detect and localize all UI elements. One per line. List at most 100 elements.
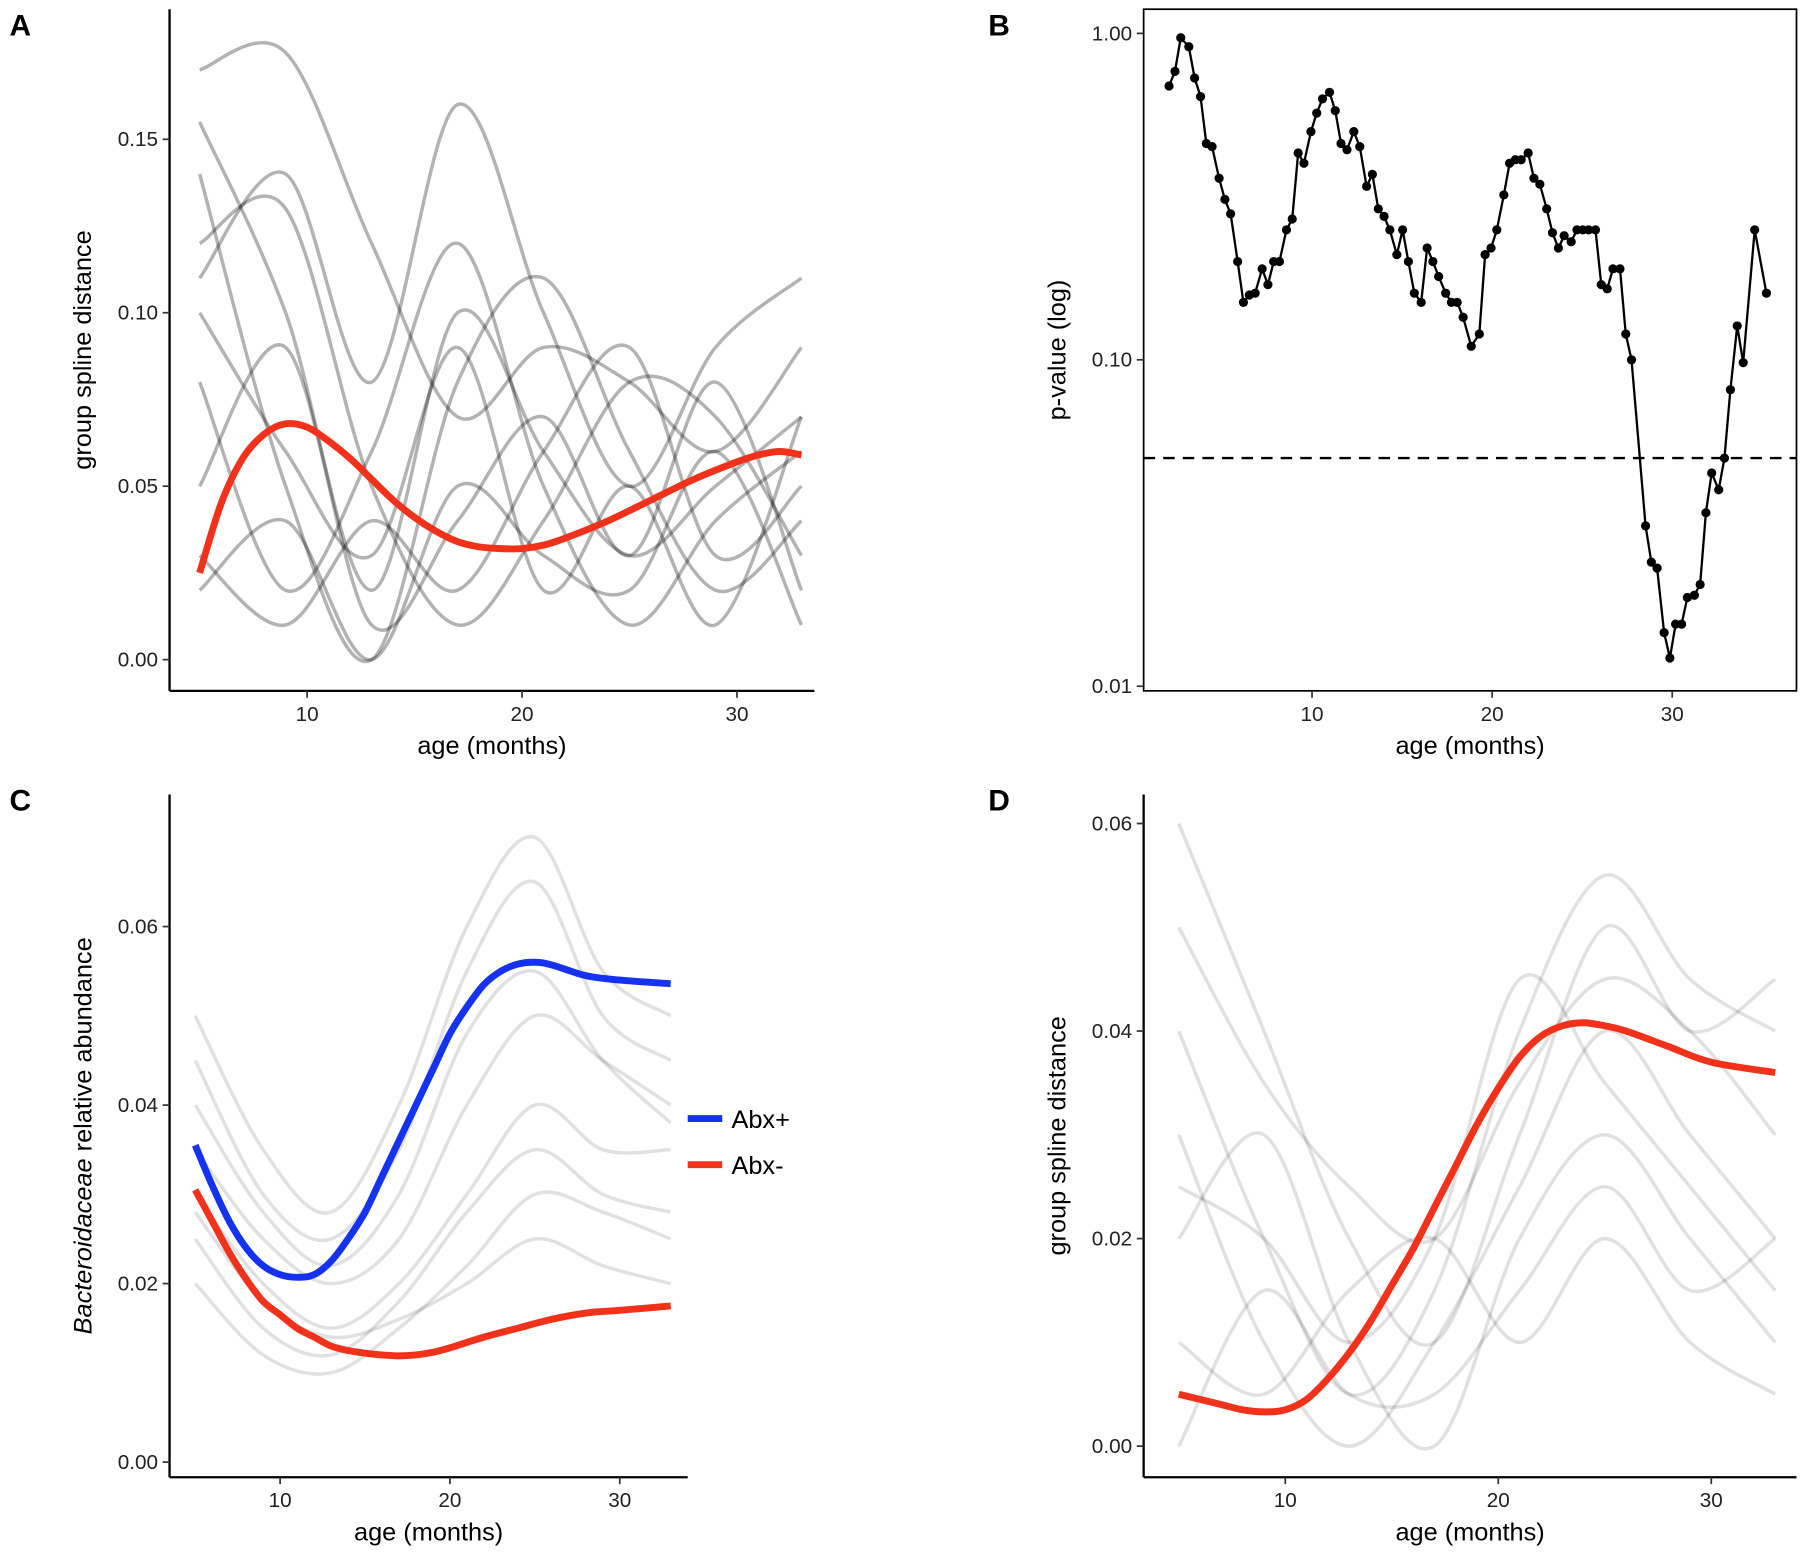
permutation-line [1177, 1131, 1777, 1451]
permutation-line [198, 121, 803, 592]
point [1602, 284, 1612, 294]
y-axis-label: group spline distance [69, 230, 97, 469]
plot-area [196, 41, 804, 664]
x-axis-label: age (months) [1395, 732, 1544, 760]
point [1665, 653, 1675, 663]
permutation-line [197, 173, 803, 664]
point [1238, 297, 1249, 307]
point [1330, 106, 1340, 116]
point [1250, 288, 1260, 298]
x-tick-label: 10 [1274, 1489, 1297, 1512]
point [1583, 225, 1594, 235]
permutation-line [1177, 1184, 1777, 1447]
point [1559, 231, 1569, 241]
point [1750, 225, 1760, 235]
y-axis-label: p-value (log) [1043, 280, 1071, 421]
permutation-line [193, 1190, 672, 1376]
point [1725, 385, 1735, 395]
point [1349, 127, 1359, 137]
series-line [192, 958, 671, 1281]
permutation-line [198, 449, 803, 662]
y-tick-label: 0.04 [1092, 1020, 1132, 1043]
point [1434, 271, 1444, 282]
point [1701, 508, 1711, 518]
point [1480, 250, 1490, 260]
point [1626, 355, 1637, 365]
point [1615, 264, 1625, 274]
point [1299, 158, 1309, 168]
permutation-line [198, 343, 804, 632]
x-tick-label: 10 [269, 1489, 292, 1512]
x-axis-label: age (months) [417, 732, 566, 760]
point [1184, 42, 1194, 52]
legend-label: Abx+ [731, 1106, 789, 1134]
point [1676, 619, 1687, 629]
y-tick-label: 0.00 [118, 1451, 158, 1474]
point [1590, 225, 1601, 235]
point [1281, 225, 1292, 235]
panel-label: C [10, 785, 32, 818]
x-tick-label: 10 [1301, 703, 1324, 726]
plot-area [1143, 33, 1797, 663]
x-tick-label: 30 [1700, 1489, 1723, 1512]
point [1324, 87, 1335, 97]
point [1486, 243, 1496, 253]
panel-label: D [988, 785, 1010, 818]
panel-label: A [10, 10, 32, 43]
point [1761, 288, 1772, 298]
permutation-line [193, 1147, 672, 1358]
point [1652, 563, 1662, 573]
x-tick-label: 20 [1481, 703, 1504, 726]
point [1164, 81, 1174, 91]
point [1342, 145, 1352, 155]
y-tick-label: 0.10 [1092, 349, 1132, 372]
x-tick-label: 30 [1661, 703, 1684, 726]
x-tick-label: 10 [296, 703, 319, 726]
point [1566, 237, 1576, 247]
point [1474, 329, 1484, 339]
point [1516, 155, 1526, 165]
permutation-line [198, 102, 803, 488]
y-tick-label: 0.00 [1092, 1435, 1132, 1458]
permutation-line [193, 1013, 672, 1286]
point [1355, 141, 1365, 152]
point [1441, 288, 1451, 298]
y-tick-label: 0.05 [118, 475, 158, 498]
point [1452, 297, 1462, 307]
panel-label: B [988, 10, 1010, 43]
point [1714, 485, 1724, 495]
permutation-line [1177, 1235, 1777, 1397]
point [1458, 312, 1468, 322]
y-tick-label: 0.06 [1092, 812, 1132, 835]
series-line [192, 1188, 672, 1360]
point [1207, 141, 1217, 152]
point [1466, 341, 1476, 351]
x-tick-label: 30 [608, 1489, 631, 1512]
plot-area [192, 834, 672, 1376]
x-tick-label: 20 [511, 703, 534, 726]
point [1428, 256, 1438, 267]
y-tick-label: 0.02 [118, 1272, 158, 1295]
point [1416, 297, 1426, 307]
y-tick-label: 0.00 [118, 649, 158, 672]
permutation-line [193, 1102, 671, 1330]
point [1257, 264, 1267, 274]
permutation-line [199, 41, 803, 454]
x-tick-label: 20 [438, 1489, 461, 1512]
point [1176, 33, 1186, 43]
x-tick-label: 30 [725, 703, 748, 726]
point [1361, 181, 1372, 191]
point [1226, 209, 1236, 219]
point [1403, 256, 1413, 267]
legend-label: Abx- [731, 1152, 783, 1180]
point [1553, 243, 1564, 253]
x-tick-label: 20 [1487, 1489, 1510, 1512]
point [1529, 173, 1539, 183]
point [1287, 214, 1297, 224]
y-tick-label: 0.02 [1092, 1227, 1132, 1250]
permutation-line [1177, 973, 1777, 1345]
y-tick-label: 0.10 [118, 302, 158, 325]
point [1398, 225, 1408, 235]
point [1707, 468, 1717, 478]
